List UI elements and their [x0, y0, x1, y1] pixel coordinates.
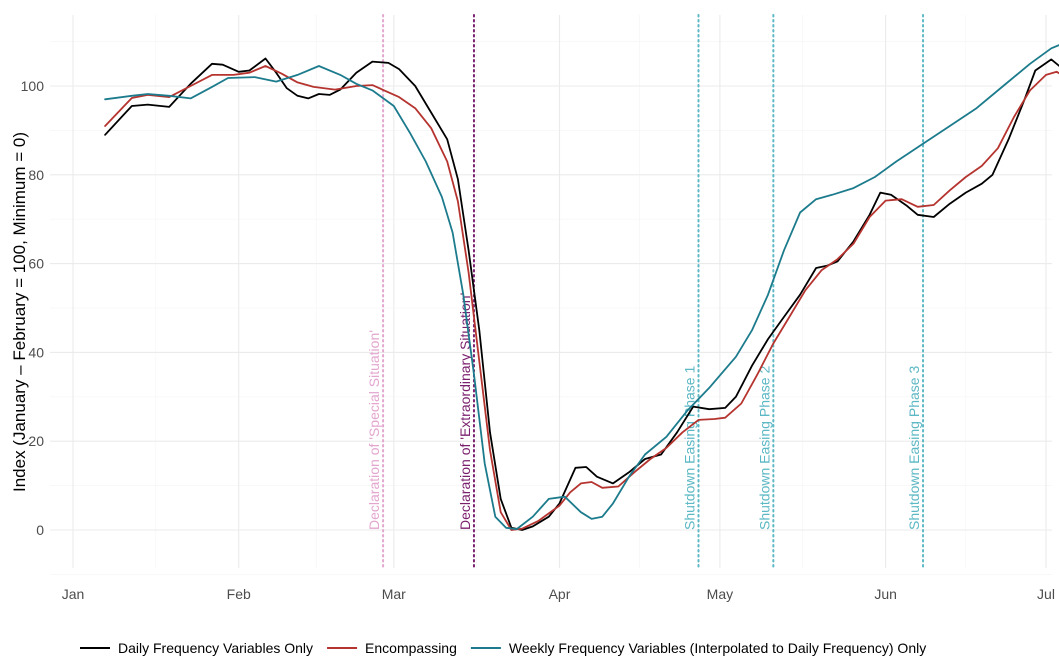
event-label: Declaration of 'Extraordinary Situation'	[457, 293, 473, 530]
y-tick-label: 40	[28, 344, 44, 360]
x-tick-label: Jan	[62, 586, 85, 602]
x-tick-label: May	[707, 586, 733, 602]
x-tick-label: Feb	[227, 586, 251, 602]
y-tick-label: 60	[28, 256, 44, 272]
event-label: Declaration of 'Special Situation'	[366, 330, 382, 530]
legend-label: Daily Frequency Variables Only	[118, 640, 313, 656]
x-tick-label: Apr	[549, 586, 571, 602]
y-axis-ticks: 0 20 40 60 80 100	[21, 78, 45, 538]
event-label: Shutdown Easing Phase 1	[682, 366, 698, 530]
y-axis-title: Index (January – February = 100, Minimum…	[10, 132, 29, 492]
x-tick-label: Mar	[382, 586, 406, 602]
event-label: Shutdown Easing Phase 2	[756, 366, 772, 530]
event-label: Shutdown Easing Phase 3	[906, 366, 922, 530]
series-line	[104, 65, 1059, 531]
x-tick-label: Jul	[1037, 586, 1055, 602]
minor-gridlines	[50, 15, 1052, 575]
legend: Daily Frequency Variables Only Encompassi…	[80, 640, 926, 656]
event-markers: Declaration of 'Special Situation' Declar…	[366, 14, 925, 569]
y-tick-label: 20	[28, 433, 44, 449]
x-tick-label: Jun	[874, 586, 897, 602]
y-tick-label: 0	[36, 522, 44, 538]
legend-label: Weekly Frequency Variables (Interpolated…	[509, 640, 926, 656]
series-line	[104, 57, 1059, 531]
y-tick-label: 80	[28, 167, 44, 183]
legend-label: Encompassing	[365, 640, 457, 656]
x-axis-ticks: Jan Feb Mar Apr May Jun Jul	[62, 586, 1055, 602]
series-line	[104, 44, 1059, 530]
y-tick-label: 100	[21, 78, 45, 94]
series-lines	[104, 44, 1059, 531]
major-gridlines	[50, 15, 1052, 568]
